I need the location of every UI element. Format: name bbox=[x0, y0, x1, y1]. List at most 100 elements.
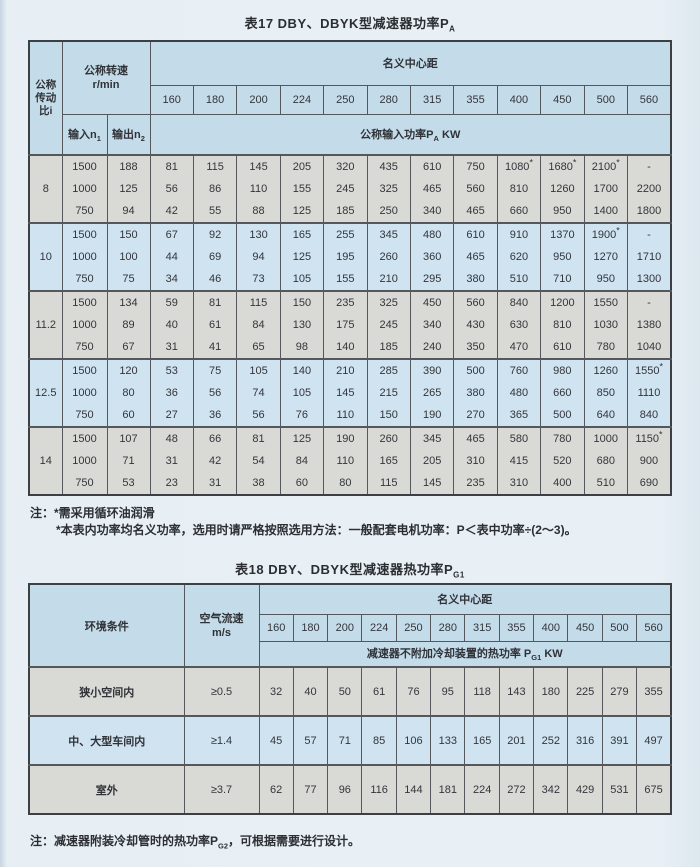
power-value-cell: 840 630 470 bbox=[496, 290, 542, 360]
power-value-cell: 435 325 250 bbox=[366, 154, 411, 224]
power-value-cell: 92 69 46 bbox=[192, 222, 238, 292]
header-row-3: 减速器不附加冷却装置的热功率 PG1 KW bbox=[29, 640, 672, 668]
note-suffix: ，可根据需要进行设计。 bbox=[228, 834, 361, 848]
power-value-cell: 980 660 500 bbox=[540, 358, 585, 428]
output-speed-header: 输出n2 bbox=[106, 113, 151, 156]
air-speed-line2: m/s bbox=[212, 626, 231, 639]
thermal-power-cell: 61 bbox=[361, 666, 397, 717]
center-distance-col-224: 224 bbox=[279, 84, 325, 115]
power-value-cell: 465 310 235 bbox=[453, 426, 498, 496]
header-row-1: 公称传动比i 公称转速 r/min 名义中心距 bbox=[28, 40, 672, 156]
power-value-cell: 1080* 810 660 bbox=[496, 154, 542, 224]
power-value-cell: 1000 680 510 bbox=[583, 426, 628, 496]
thermal-power-cell: 57 bbox=[292, 715, 329, 766]
center-distance-col-500: 500 bbox=[601, 613, 638, 642]
nominal-speed-header: 公称转速 r/min bbox=[61, 40, 151, 115]
output-speed-subscript: 2 bbox=[140, 133, 145, 143]
power-table-header: 公称传动比i 公称转速 r/min 名义中心距 160 180 200 224 250 2… bbox=[28, 40, 672, 156]
thermal-power-cell: 144 bbox=[395, 764, 432, 815]
nominal-speed-line2: r/min bbox=[92, 78, 120, 91]
ratio-cell: 10 bbox=[28, 222, 63, 292]
input-speed-header: 输入n1 bbox=[61, 113, 108, 156]
note-line-1: 注：*需采用循环油润滑 bbox=[30, 506, 155, 520]
environment-header: 环境条件 bbox=[28, 583, 185, 668]
power-value-cell: 145 110 88 bbox=[236, 154, 281, 224]
center-distance-col-180: 180 bbox=[292, 613, 329, 642]
power-label: 公称输入功率P bbox=[360, 128, 434, 141]
power-value-cell: 760 480 365 bbox=[496, 358, 542, 428]
output-speed-label: 输出n bbox=[112, 128, 141, 141]
power-value-cell: 1370 950 710 bbox=[540, 222, 585, 292]
power-value-cell: 345 205 145 bbox=[409, 426, 455, 496]
power-value-cell: 67 44 34 bbox=[149, 222, 194, 292]
power-value-cell: 115 86 55 bbox=[192, 154, 238, 224]
input-speed-label: 输入n bbox=[68, 128, 97, 141]
center-distance-col-160: 160 bbox=[149, 84, 194, 115]
center-distance-col-400: 400 bbox=[496, 84, 542, 115]
thermal-power-cell: 50 bbox=[327, 666, 363, 717]
thermal-power-cell: 40 bbox=[292, 666, 329, 717]
thermal-power-cell: 355 bbox=[636, 666, 672, 717]
center-distance-col-315: 315 bbox=[409, 84, 455, 115]
thermal-power-cell: 165 bbox=[464, 715, 500, 766]
thermal-power-cell: 76 bbox=[395, 666, 432, 717]
power-value-cell: 81 54 38 bbox=[236, 426, 281, 496]
environment-cell: 中、大型车间内 bbox=[28, 715, 185, 766]
power-value-cell: 610 465 340 bbox=[409, 154, 455, 224]
ratio-group-11.2: 11.2 1500 1000 750 134 89 67 59 40 31 81 61 41 115 84 6… bbox=[28, 290, 672, 360]
ratio-cell: 8 bbox=[28, 154, 63, 224]
center-distance-col-200: 200 bbox=[236, 84, 281, 115]
thermal-power-cell: 116 bbox=[361, 764, 397, 815]
power-value-cell: 255 195 155 bbox=[323, 222, 368, 292]
center-distance-col-224: 224 bbox=[361, 613, 397, 642]
table17-title-subscript: A bbox=[449, 24, 456, 34]
center-distance-col-450: 450 bbox=[567, 613, 603, 642]
thermal-power-cell: 201 bbox=[498, 715, 535, 766]
thermal-power-cell: 272 bbox=[498, 764, 535, 815]
center-distance-header: 名义中心距 bbox=[149, 40, 672, 86]
power-value-cell: 480 360 295 bbox=[409, 222, 455, 292]
thermal-power-cell: 391 bbox=[601, 715, 638, 766]
power-value-cell: 750 560 465 bbox=[453, 154, 498, 224]
table17-title: 表17 DBY、DBYK型减速器功率PA bbox=[0, 13, 700, 34]
environment-row: 狭小空间内 ≥0.5 32 40 50 61 76 95 118 143 180 225 279 355 bbox=[28, 666, 672, 717]
power-value-cell: 115 84 65 bbox=[236, 290, 281, 360]
output-speed-cell: 120 80 60 bbox=[106, 358, 151, 428]
input-speed-cell: 1500 1000 750 bbox=[61, 426, 108, 496]
environment-row: 中、大型车间内 ≥1.4 45 57 71 85 106 133 165 201 252 316 391… bbox=[28, 715, 672, 766]
ratio-group-14: 14 1500 1000 750 107 71 53 48 31 23 66 42 31 81 54 38 12… bbox=[28, 426, 672, 496]
center-distance-col-315: 315 bbox=[464, 613, 500, 642]
power-value-cell: 1680* 1260 950 bbox=[540, 154, 585, 224]
thermal-power-cell: 181 bbox=[430, 764, 466, 815]
output-speed-cell: 150 100 75 bbox=[106, 222, 151, 292]
thermal-power-cell: 342 bbox=[533, 764, 569, 815]
air-speed-header: 空气流速 m/s bbox=[183, 583, 260, 668]
thermal-power-cell: 95 bbox=[430, 666, 466, 717]
power-value-cell: 450 340 240 bbox=[409, 290, 455, 360]
power-value-cell: 1150* 900 690 bbox=[626, 426, 672, 496]
input-speed-cell: 1500 1000 750 bbox=[61, 222, 108, 292]
power-value-cell: 1550* 1110 840 bbox=[626, 358, 672, 428]
power-value-cell: 165 125 105 bbox=[279, 222, 325, 292]
table18-note: 注：减速器附装冷却管时的热功率PG2，可根据需要进行设计。 bbox=[30, 833, 360, 854]
thermal-power-cell: 531 bbox=[601, 764, 638, 815]
nominal-input-power-header: 公称输入功率PA KW bbox=[149, 113, 672, 156]
power-value-cell: 260 165 115 bbox=[366, 426, 411, 496]
power-subscript: A bbox=[433, 133, 439, 143]
table18-title-subscript: G1 bbox=[453, 570, 465, 580]
power-value-cell: -2200 1800 bbox=[626, 154, 672, 224]
ratio-group-12.5: 12.5 1500 1000 750 120 80 60 53 36 27 75 56 36 105 74 5… bbox=[28, 358, 672, 428]
center-distance-col-250: 250 bbox=[323, 84, 368, 115]
input-speed-cell: 1500 1000 750 bbox=[61, 290, 108, 360]
input-speed-subscript: 1 bbox=[96, 133, 101, 143]
thermal-power-cell: 316 bbox=[567, 715, 603, 766]
note-line-2: *本表内功率均名义功率，选用时请严格按照选用方法：一般配套电机功率：P＜表中功率… bbox=[56, 523, 577, 537]
thermal-power-cell: 279 bbox=[601, 666, 638, 717]
output-speed-cell: 134 89 67 bbox=[106, 290, 151, 360]
power-value-cell: 500 380 270 bbox=[453, 358, 498, 428]
thermal-power-cell: 252 bbox=[533, 715, 569, 766]
thermal-power-cell: 180 bbox=[533, 666, 569, 717]
center-distance-col-355: 355 bbox=[498, 613, 535, 642]
center-distance-col-160: 160 bbox=[258, 613, 294, 642]
power-table-body: 8 1500 1000 750 188 125 94 81 56 42 115 86 55 145 110 8… bbox=[28, 154, 672, 496]
